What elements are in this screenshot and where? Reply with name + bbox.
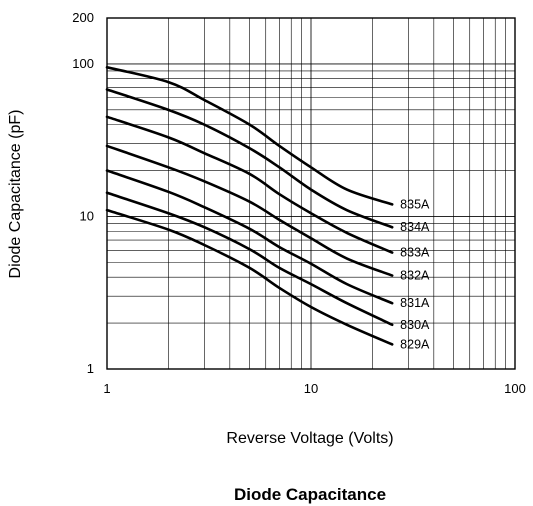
y-tick-label: 100 (72, 56, 94, 71)
series-label-831A: 831A (400, 296, 430, 310)
series-line-834A (105, 88, 394, 229)
x-tick-label: 1 (103, 381, 110, 396)
series-label-829A: 829A (400, 337, 430, 351)
x-tick-label: 10 (304, 381, 318, 396)
chart-title: Diode Capacitance (234, 485, 386, 504)
series-lines (105, 66, 394, 346)
series-line-829A (105, 208, 394, 346)
tick-labels: 1 10 100 1 10 100 200 (72, 10, 526, 396)
y-axis-label: Diode Capacitance (pF) (7, 110, 24, 279)
series-label-833A: 833A (400, 246, 430, 260)
series-label-830A: 830A (400, 318, 430, 332)
series-line-835A (105, 66, 394, 206)
series-line-832A (105, 144, 394, 277)
x-axis-label: Reverse Voltage (Volts) (226, 430, 393, 447)
series-label-834A: 834A (400, 220, 430, 234)
y-tick-label: 1 (87, 361, 94, 376)
series-line-833A (105, 115, 394, 254)
y-tick-label: 200 (72, 10, 94, 25)
series-label-832A: 832A (400, 269, 430, 283)
y-tick-label: 10 (80, 208, 94, 223)
x-tick-label: 100 (504, 381, 526, 396)
series-labels: 835A 834A 833A 832A 831A 830A 829A (400, 197, 430, 351)
series-line-830A (105, 191, 394, 327)
series-line-831A (105, 169, 394, 305)
grid (107, 18, 515, 369)
series-label-835A: 835A (400, 197, 430, 211)
